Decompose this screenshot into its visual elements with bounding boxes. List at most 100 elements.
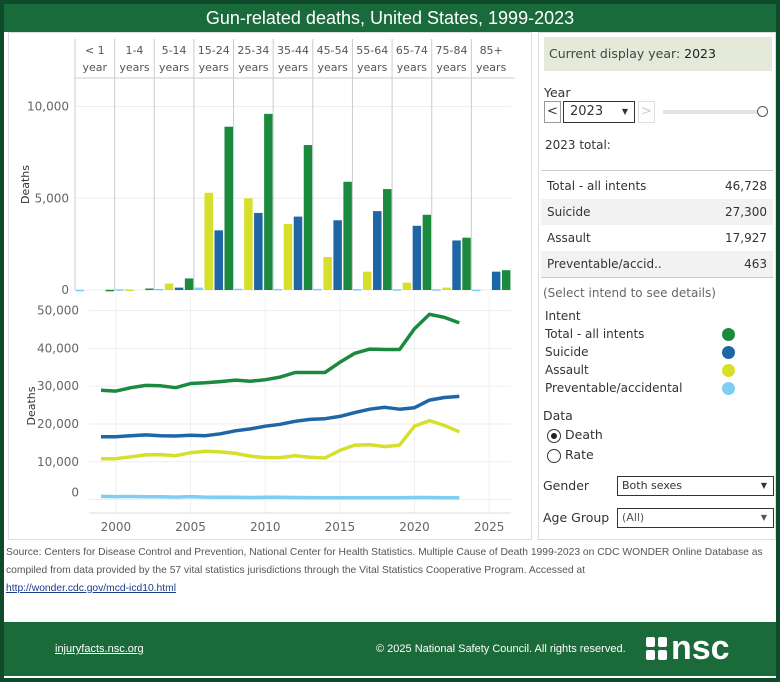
row-label: Suicide [547, 205, 591, 219]
bar-total [383, 189, 392, 290]
line-y-tick-label: 10,000 [37, 455, 79, 469]
copyright: © 2025 National Safety Council. All righ… [376, 643, 626, 655]
bar-total [105, 289, 115, 292]
age-group-select[interactable]: (All) ▼ [617, 508, 774, 528]
bar-preventable [471, 289, 481, 292]
current-display-year: Current display year: 2023 [544, 37, 772, 71]
age-group-label: 55-64 [356, 44, 388, 57]
gender-label: Gender [543, 478, 590, 493]
divider [541, 277, 773, 278]
age-group-label: < 1 [85, 44, 105, 57]
age-group-label: 35-44 [277, 44, 309, 57]
bar-suicide [412, 225, 422, 290]
bar-preventable [75, 289, 85, 292]
line-y-tick-label: 30,000 [37, 379, 79, 393]
line-x-tick-label: 2005 [175, 520, 206, 534]
line-assault [101, 418, 460, 461]
line-y-tick-label: 20,000 [37, 417, 79, 431]
footer: injuryfacts.nsc.org © 2025 National Safe… [4, 622, 776, 676]
bar-y-tick-label: 0 [61, 283, 69, 297]
bar-suicide [373, 211, 382, 290]
page-title: Gun-related deaths, United States, 1999-… [4, 4, 776, 32]
year-label: Year [544, 85, 571, 100]
age-group-select-value: (All) [622, 511, 645, 524]
legend-item-assault[interactable]: Assault [545, 363, 735, 377]
chevron-down-icon: ▼ [760, 513, 767, 522]
bar-suicide [214, 230, 223, 290]
gender-select[interactable]: Both sexes ▼ [617, 476, 774, 496]
bar-total [303, 145, 313, 290]
row-value: 17,927 [725, 231, 767, 245]
bar-suicide [293, 216, 303, 290]
bar-assault [283, 223, 293, 290]
legend-item-suicide[interactable]: Suicide [545, 345, 735, 359]
radio-rate[interactable]: Rate [547, 447, 594, 463]
bar-assault [363, 271, 372, 290]
row-value: 27,300 [725, 205, 767, 219]
bar-assault [204, 192, 213, 290]
bar-preventable [115, 289, 124, 291]
bar-total [343, 181, 352, 290]
bar-y-tick-label: 10,000 [27, 100, 69, 114]
year-slider-thumb[interactable] [757, 106, 768, 117]
row-label: Total - all intents [547, 179, 647, 193]
site-link[interactable]: injuryfacts.nsc.org [55, 643, 144, 655]
bar-suicide [491, 271, 501, 290]
source-link[interactable]: http://wonder.cdc.gov/mcd-icd10.html [6, 583, 176, 594]
line-x-tick-label: 2020 [399, 520, 430, 534]
total-row[interactable]: Total - all intents 46,728 [541, 173, 773, 199]
bar-preventable [234, 288, 243, 291]
radio-selected-icon [547, 428, 561, 443]
radio-death[interactable]: Death [547, 427, 603, 443]
age-group-label: Age Group [543, 510, 610, 525]
bar-assault [323, 256, 332, 290]
row-value: 46,728 [725, 179, 767, 193]
bar-suicide [333, 220, 342, 290]
line-x-tick-label: 2010 [250, 520, 281, 534]
prev-year-button[interactable]: < [544, 101, 561, 123]
legend-dot-icon [722, 345, 735, 359]
logo-mark-icon [646, 636, 667, 660]
age-group-label: years [436, 61, 467, 74]
age-group-label: 65-74 [396, 44, 428, 57]
year-dropdown[interactable]: 2023 ▼ [563, 101, 635, 123]
next-year-button[interactable]: > [638, 101, 655, 123]
bar-suicide [452, 240, 461, 290]
year-slider-track[interactable] [663, 110, 761, 114]
legend-label: Assault [545, 363, 589, 377]
age-group-label: 85+ [480, 44, 503, 57]
age-group-label: years [238, 61, 269, 74]
bar-total [145, 288, 154, 291]
legend-label: Suicide [545, 345, 589, 359]
age-group-label: 5-14 [162, 44, 187, 57]
assault-row[interactable]: Assault 17,927 [541, 225, 773, 251]
legend-item-total[interactable]: Total - all intents [545, 327, 735, 341]
line-suicide [101, 394, 460, 439]
age-group-label: year [83, 61, 108, 74]
select-intent-hint: (Select intend to see details) [543, 286, 716, 300]
legend-label: Preventable/accidental [545, 381, 683, 395]
legend-label: Total - all intents [545, 327, 645, 341]
display-year-label: Current display year: [549, 46, 681, 61]
legend-dot-icon [722, 363, 735, 377]
suicide-row[interactable]: Suicide 27,300 [541, 199, 773, 225]
radio-unselected-icon [547, 448, 561, 463]
bar-preventable [353, 289, 362, 291]
line-x-tick-label: 2025 [474, 520, 505, 534]
age-group-label: 45-54 [317, 44, 349, 57]
bar-preventable [194, 287, 203, 290]
legend-item-preventable[interactable]: Preventable/accidental [545, 381, 735, 395]
line-y-axis-label: Deaths [25, 386, 38, 425]
legend-dot-icon [722, 327, 735, 341]
line-x-tick-label: 2000 [101, 520, 132, 534]
age-group-label: years [476, 61, 507, 74]
age-group-label: 75-84 [436, 44, 468, 57]
chevron-down-icon: ▼ [760, 481, 767, 490]
row-label: Assault [547, 231, 591, 245]
radio-label: Death [565, 427, 603, 442]
bar-assault [125, 289, 134, 291]
age-group-label: years [317, 61, 348, 74]
age-group-label: years [357, 61, 388, 74]
preventable-row[interactable]: Preventable/accid.. 463 [541, 251, 773, 277]
bar-total [184, 278, 194, 290]
